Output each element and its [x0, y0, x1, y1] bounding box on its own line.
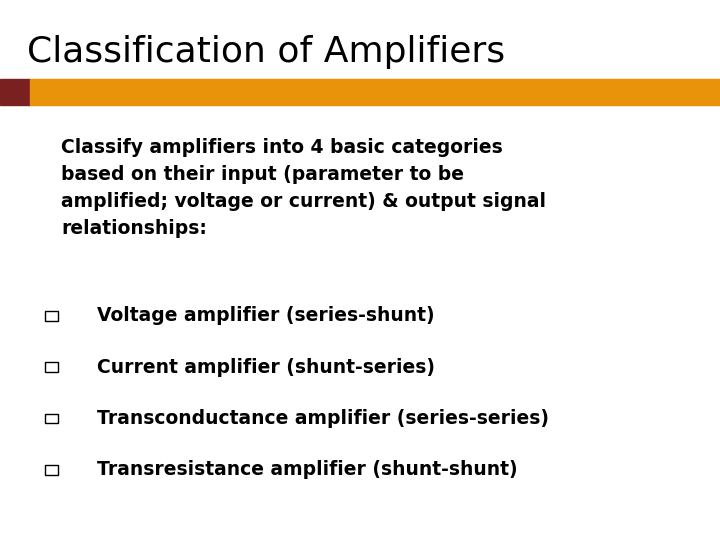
- Text: Transconductance amplifier (series-series): Transconductance amplifier (series-serie…: [97, 409, 549, 428]
- Bar: [45, 465, 58, 475]
- Text: Transresistance amplifier (shunt-shunt): Transresistance amplifier (shunt-shunt): [97, 460, 518, 480]
- Text: Classify amplifiers into 4 basic categories
based on their input (parameter to b: Classify amplifiers into 4 basic categor…: [61, 138, 546, 239]
- Bar: [45, 414, 58, 423]
- Text: Voltage amplifier (series-shunt): Voltage amplifier (series-shunt): [97, 306, 435, 326]
- Bar: [30, 79, 720, 105]
- Bar: [45, 362, 58, 372]
- Text: Classification of Amplifiers: Classification of Amplifiers: [27, 35, 505, 69]
- Bar: [0, 79, 30, 105]
- Bar: [45, 311, 58, 321]
- Text: Current amplifier (shunt-series): Current amplifier (shunt-series): [97, 357, 435, 377]
